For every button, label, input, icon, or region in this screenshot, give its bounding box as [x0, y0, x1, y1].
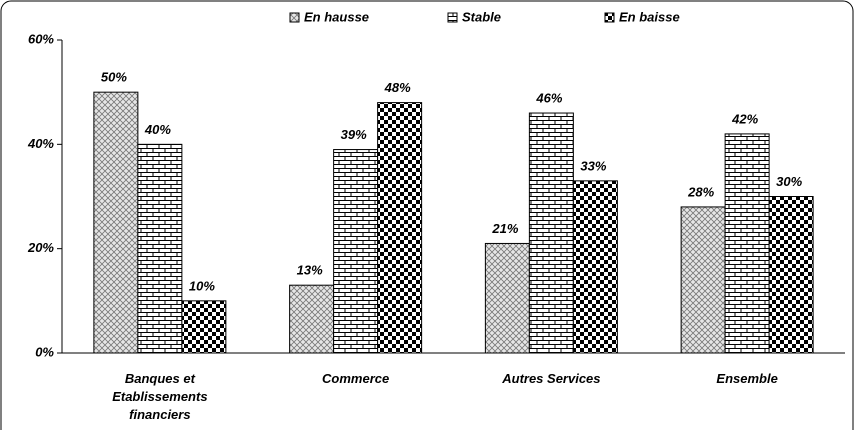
data-label: 21% — [491, 221, 518, 236]
bar — [289, 284, 335, 354]
data-label: 46% — [535, 90, 562, 105]
legend-swatch — [447, 12, 458, 23]
data-label: 39% — [341, 127, 367, 142]
data-label: 40% — [144, 122, 171, 137]
x-tick-label: Banques et Etablissements financiers — [112, 371, 207, 422]
x-tick-label: Ensemble — [716, 371, 777, 386]
data-label: 50% — [101, 70, 127, 85]
y-tick-label: 40% — [27, 136, 54, 151]
x-tick-label: Autres Services — [501, 371, 600, 386]
data-label: 10% — [189, 278, 215, 293]
legend-swatch — [604, 12, 615, 23]
bar — [333, 149, 379, 354]
y-tick-label: 20% — [27, 240, 54, 255]
bar — [680, 206, 726, 354]
bar — [181, 300, 227, 354]
bar — [484, 242, 530, 354]
bar — [768, 196, 814, 354]
data-label: 48% — [384, 80, 411, 95]
bar — [724, 133, 770, 354]
y-tick-label: 60% — [28, 31, 54, 46]
bar — [377, 102, 423, 354]
data-label: 30% — [776, 174, 802, 189]
legend-label: Stable — [462, 9, 501, 24]
bar — [572, 180, 618, 354]
bar — [93, 91, 139, 354]
x-tick-label: Commerce — [322, 371, 389, 386]
data-label: 33% — [580, 158, 606, 173]
y-tick-label: 0% — [35, 344, 54, 359]
bar — [528, 112, 574, 354]
bar — [137, 143, 183, 354]
data-label: 28% — [687, 184, 714, 199]
legend-swatch — [289, 12, 300, 23]
legend-label: En baisse — [619, 9, 680, 24]
data-label: 42% — [731, 111, 758, 126]
legend-label: En hausse — [304, 9, 369, 24]
data-label: 13% — [297, 263, 323, 278]
